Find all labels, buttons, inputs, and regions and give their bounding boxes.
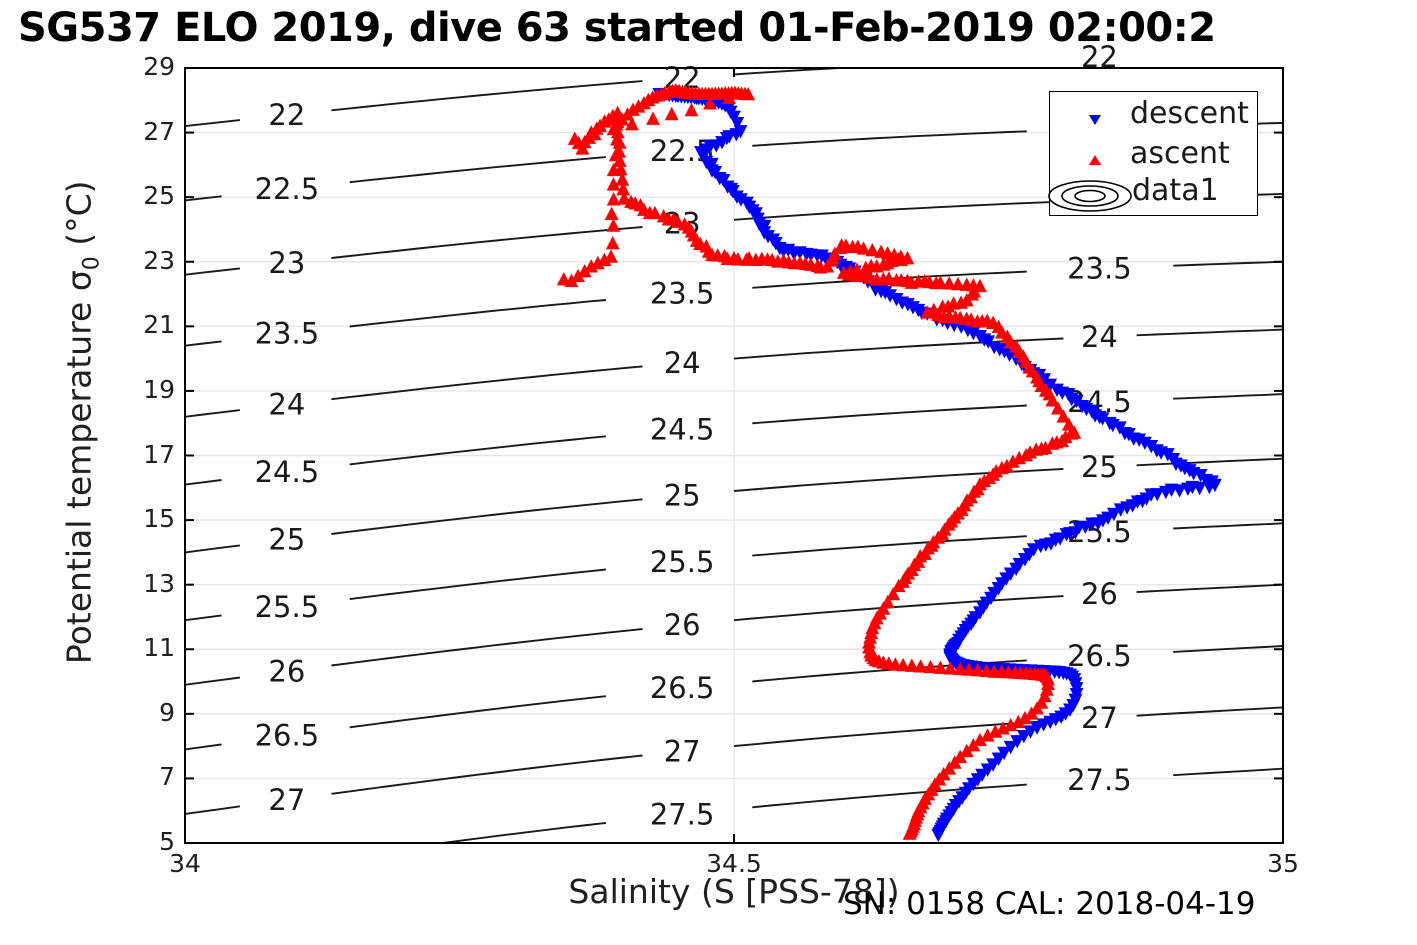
contour-level-label: 27.5	[1067, 763, 1132, 797]
legend[interactable]: descent ascent data1	[1049, 91, 1258, 216]
legend-label-ascent: ascent	[1130, 136, 1230, 171]
contour-level-label: 25.5	[255, 590, 320, 624]
y-tick-label: 11	[107, 633, 175, 662]
y-axis-label: Potential temperature σ0 (°C)	[60, 112, 105, 732]
y-axis-label-subscript: 0	[79, 256, 104, 270]
contour-level-label: 24.5	[650, 412, 715, 446]
contour-level-label: 23.5	[1067, 252, 1132, 286]
up-triangle-icon	[1075, 150, 1115, 170]
contour-level-label: 24.5	[255, 455, 320, 489]
chart-figure: 22222222.522.522.523232323.523.523.52424…	[0, 0, 1417, 945]
contour-level-label: 23.5	[650, 276, 715, 310]
y-tick-label: 15	[107, 504, 175, 533]
contour-ellipses-icon	[1046, 178, 1134, 214]
y-axis-label-text: Potential temperature σ	[60, 270, 99, 664]
down-triangle-icon	[1075, 110, 1115, 130]
y-axis-label-unit: (°C)	[60, 180, 99, 256]
contour-level-label: 22.5	[255, 172, 320, 206]
contour-level-label: 24	[268, 387, 305, 421]
x-tick-label: 34	[125, 849, 245, 878]
contour-level-label: 26	[1081, 577, 1118, 611]
contour-level-label: 24	[664, 346, 701, 380]
contour-level-label: 27	[664, 734, 701, 768]
legend-item-data1[interactable]: data1	[1050, 178, 1259, 218]
contour-level-label: 26.5	[1067, 639, 1132, 673]
contour-level-label: 27	[268, 783, 305, 817]
y-tick-label: 19	[107, 375, 175, 404]
contour-level-label: 25	[1081, 450, 1118, 484]
y-tick-label: 13	[107, 569, 175, 598]
contour-level-label: 26.5	[255, 719, 320, 753]
legend-item-descent[interactable]: descent	[1050, 100, 1259, 140]
contour-level-label: 26	[664, 608, 701, 642]
y-tick-label: 29	[107, 52, 175, 81]
contour-level-label: 27.5	[650, 797, 715, 831]
contour-level-label: 23	[268, 246, 305, 280]
contour-level-label: 26.5	[650, 671, 715, 705]
y-tick-label: 27	[107, 117, 175, 146]
contour-level-label: 25	[268, 523, 305, 557]
x-tick-label: 34.5	[674, 849, 794, 878]
contour-level-label: 22	[268, 98, 305, 132]
contour-level-label: 26	[268, 654, 305, 688]
serial-cal-note: SN: 0158 CAL: 2018-04-19	[843, 886, 1256, 922]
y-tick-label: 25	[107, 181, 175, 210]
y-tick-label: 7	[107, 762, 175, 791]
contour-level-label: 24	[1081, 320, 1118, 354]
y-tick-label: 9	[107, 698, 175, 727]
legend-label-data1: data1	[1132, 173, 1219, 208]
contour-level-label: 27	[1081, 701, 1118, 735]
contour-level-label: 25.5	[650, 545, 715, 579]
x-tick-label: 35	[1223, 849, 1343, 878]
y-tick-label: 21	[107, 310, 175, 339]
contour-level-label: 23.5	[255, 317, 320, 351]
contour-level-label: 25	[664, 479, 701, 513]
legend-label-descent: descent	[1130, 96, 1249, 131]
y-tick-label: 23	[107, 246, 175, 275]
y-tick-label: 17	[107, 440, 175, 469]
